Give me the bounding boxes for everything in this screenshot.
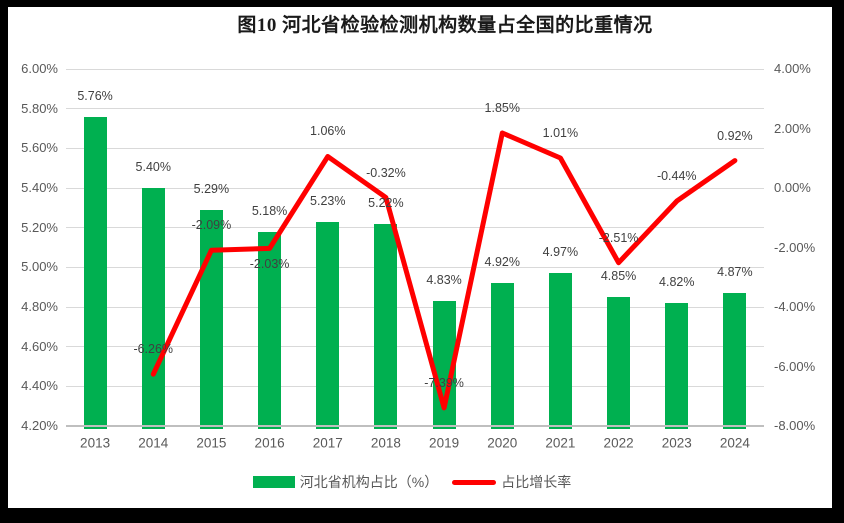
y-axis-right-tick-label: 4.00%: [774, 61, 811, 76]
bar: [316, 221, 340, 429]
y-axis-right-tick-label: -8.00%: [774, 418, 816, 433]
line-value-label: -2.51%: [598, 230, 639, 245]
bar-value-label: 5.23%: [310, 193, 346, 208]
y-axis-left-tick-label: 6.00%: [21, 61, 58, 76]
x-axis-tick-label: 2015: [196, 435, 227, 451]
line-value-label: -0.44%: [656, 169, 697, 184]
legend: 河北省机构占比（%） 占比增长率: [0, 472, 824, 492]
x-axis-line: [66, 425, 764, 427]
bar-value-label: 5.76%: [77, 88, 113, 103]
bar: [723, 293, 747, 429]
gridline: [66, 68, 764, 70]
y-axis-left-tick-label: 4.60%: [21, 338, 58, 354]
chart-title: 图10 河北省检验检测机构数量占全国的比重情况: [237, 15, 653, 36]
y-axis-left-tick-label: 5.60%: [21, 140, 58, 156]
x-axis-tick-label: 2023: [661, 435, 692, 451]
gridline: [66, 306, 764, 308]
bar: [141, 188, 165, 429]
x-axis-tick-label: 2016: [254, 435, 285, 451]
bar: [432, 301, 456, 429]
line-value-label: -2.09%: [191, 218, 232, 233]
bar: [199, 209, 223, 429]
legend-item-line-series: 占比增长率: [452, 472, 571, 492]
line-value-label: 1.01%: [542, 125, 579, 140]
x-axis-tick-label: 2021: [545, 435, 576, 451]
bar-value-label: 5.22%: [368, 195, 404, 210]
gridline: [66, 227, 764, 229]
gridline: [66, 147, 764, 149]
bar: [490, 283, 514, 429]
y-axis-left-tick-label: 5.00%: [21, 259, 58, 275]
legend-item-bar-series: 河北省机构占比（%）: [252, 472, 439, 492]
y-axis-left-tick-label: 5.80%: [21, 100, 58, 116]
y-axis-right-tick-label: -2.00%: [774, 239, 816, 255]
bar: [83, 116, 107, 429]
bar-value-label: 4.85%: [600, 269, 637, 284]
line-series-legend-label: 占比增长率: [501, 474, 572, 490]
bar-series-swatch: [252, 476, 295, 488]
bar-value-label: 5.40%: [135, 160, 171, 174]
bar-value-label: 5.18%: [251, 203, 288, 218]
x-axis-tick-label: 2019: [429, 435, 460, 451]
y-axis-left-tick-label: 5.20%: [21, 219, 58, 235]
bar: [548, 273, 572, 429]
x-axis-tick-label: 2013: [80, 435, 111, 451]
x-axis-tick-label: 2017: [312, 435, 343, 451]
y-axis-right-tick-label: -6.00%: [774, 358, 816, 374]
line-value-label: 1.85%: [484, 100, 520, 115]
line-value-label: -2.03%: [249, 257, 290, 272]
y-axis-left-tick-label: 4.20%: [21, 418, 58, 433]
line-value-label: -0.32%: [366, 165, 406, 180]
y-axis-left-tick-label: 4.40%: [21, 378, 58, 394]
y-axis-left-tick-label: 4.80%: [21, 299, 58, 314]
gridline: [66, 108, 764, 110]
bar-value-label: 4.97%: [542, 245, 579, 260]
line-value-label: -6.26%: [133, 342, 174, 357]
line-value-label: -7.39%: [424, 375, 464, 390]
bar-value-label: 4.92%: [484, 255, 520, 270]
x-axis-tick-label: 2022: [603, 435, 634, 451]
bar-value-label: 4.83%: [426, 273, 462, 288]
y-axis-right-tick-label: 0.00%: [774, 180, 811, 195]
bar-series-legend-label: 河北省机构占比（%）: [299, 474, 439, 490]
y-axis-right-tick-label: 2.00%: [774, 120, 811, 136]
y-axis-left-tick-label: 5.40%: [21, 180, 58, 195]
y-axis-right-tick-label: -4.00%: [774, 299, 816, 314]
line-series-swatch: [452, 479, 497, 485]
x-axis-tick-label: 2024: [719, 435, 750, 451]
bar-value-label: 4.82%: [659, 275, 695, 290]
x-axis-tick-label: 2014: [138, 435, 169, 451]
bar-value-label: 5.29%: [193, 181, 230, 196]
x-axis-tick-label: 2020: [487, 435, 518, 451]
gridline: [66, 266, 764, 268]
bar: [374, 223, 398, 429]
line-value-label: 1.06%: [310, 124, 346, 139]
gridline: [66, 385, 764, 387]
bar: [665, 303, 689, 429]
line-value-label: 0.92%: [717, 128, 753, 143]
x-axis-tick-label: 2018: [370, 435, 401, 451]
gridline: [66, 187, 764, 189]
bar-value-label: 4.87%: [717, 265, 753, 280]
bar: [607, 297, 631, 429]
